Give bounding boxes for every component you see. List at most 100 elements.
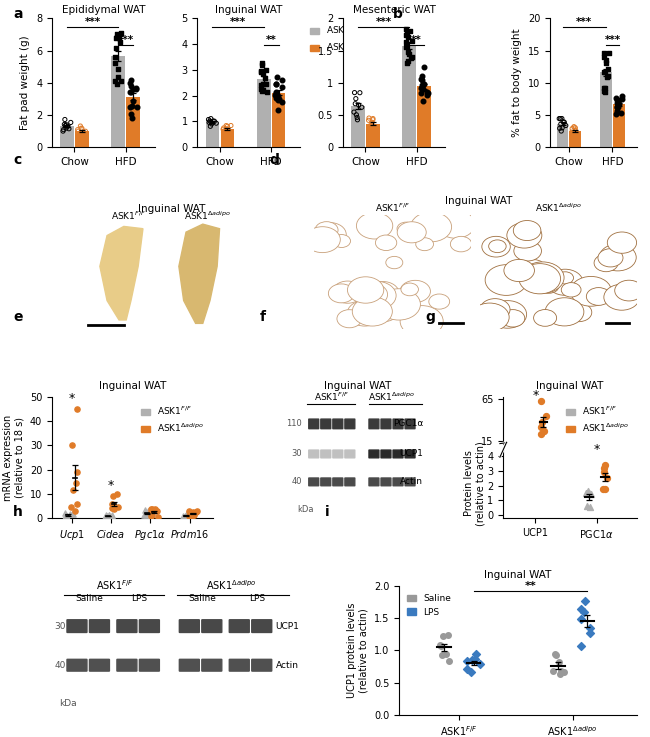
Point <box>559 116 569 128</box>
Text: kDa: kDa <box>60 699 77 708</box>
Circle shape <box>376 235 396 251</box>
Point <box>125 85 136 97</box>
Point <box>125 77 135 89</box>
Point <box>112 71 123 83</box>
Point <box>567 122 577 134</box>
Point <box>142 506 153 517</box>
Point <box>107 502 118 514</box>
Point <box>560 119 571 131</box>
Circle shape <box>480 298 510 321</box>
Point <box>523 447 533 459</box>
Point <box>182 507 192 519</box>
Point <box>116 75 126 87</box>
Point <box>204 116 214 128</box>
Text: LPS: LPS <box>131 594 148 603</box>
Point <box>257 59 268 71</box>
Text: LPS: LPS <box>249 594 265 603</box>
Y-axis label: Protein levels
(relative to actin): Protein levels (relative to actin) <box>464 441 486 525</box>
Point <box>525 447 535 459</box>
FancyBboxPatch shape <box>117 620 137 632</box>
Point <box>62 511 72 523</box>
Text: *: * <box>68 392 75 405</box>
Point <box>146 510 156 522</box>
Point <box>146 506 156 518</box>
Point <box>125 108 136 120</box>
Text: ***: *** <box>118 35 134 45</box>
Circle shape <box>337 310 362 328</box>
Circle shape <box>566 303 592 321</box>
Point <box>127 83 138 95</box>
Point <box>113 500 124 512</box>
Point <box>578 606 589 618</box>
Legend: ASK1$^{F/F}$, ASK1$^{Δadipo}$: ASK1$^{F/F}$, ASK1$^{Δadipo}$ <box>137 402 208 438</box>
FancyBboxPatch shape <box>333 450 343 458</box>
Circle shape <box>545 298 584 326</box>
Point <box>218 122 229 134</box>
Point <box>60 113 70 125</box>
FancyBboxPatch shape <box>381 419 391 429</box>
FancyBboxPatch shape <box>369 419 379 429</box>
Point <box>556 125 566 137</box>
Circle shape <box>397 222 415 235</box>
FancyBboxPatch shape <box>345 478 355 486</box>
Point <box>417 74 427 86</box>
Point <box>584 626 595 638</box>
Text: ***: *** <box>577 17 592 27</box>
Point <box>272 71 282 83</box>
Bar <box>366 124 380 147</box>
Point <box>471 648 482 660</box>
Point <box>70 505 80 517</box>
Legend: Saline, LPS: Saline, LPS <box>404 590 455 621</box>
Point <box>222 123 232 135</box>
Point <box>208 115 218 127</box>
Point <box>178 510 188 522</box>
Circle shape <box>357 283 387 306</box>
Point <box>60 119 71 131</box>
FancyBboxPatch shape <box>405 419 415 429</box>
Circle shape <box>332 281 363 303</box>
Point <box>599 51 610 63</box>
Legend: ASK1$^{F/F}$, ASK1$^{Δadipo}$: ASK1$^{F/F}$, ASK1$^{Δadipo}$ <box>307 21 377 57</box>
Point <box>444 655 454 667</box>
Point <box>77 128 87 139</box>
Point <box>226 119 236 131</box>
Point <box>109 491 119 503</box>
Circle shape <box>489 301 526 328</box>
Circle shape <box>485 265 527 296</box>
Point <box>277 82 287 94</box>
Point <box>575 612 586 624</box>
FancyBboxPatch shape <box>117 660 137 671</box>
Point <box>261 78 272 90</box>
Point <box>272 104 283 116</box>
Circle shape <box>521 262 564 293</box>
Circle shape <box>547 269 583 296</box>
Text: PGC1α: PGC1α <box>393 419 423 428</box>
Point <box>72 403 83 415</box>
Point <box>556 665 566 677</box>
FancyBboxPatch shape <box>321 478 331 486</box>
Bar <box>417 86 431 147</box>
Text: 40: 40 <box>55 660 66 670</box>
Point <box>186 511 196 523</box>
Point <box>114 32 124 44</box>
Point <box>349 87 359 99</box>
Point <box>272 94 283 106</box>
Point <box>616 94 627 105</box>
Point <box>140 505 151 517</box>
Point <box>110 51 120 63</box>
Circle shape <box>561 282 581 297</box>
Point <box>567 128 577 140</box>
Point <box>218 127 229 139</box>
Circle shape <box>401 283 419 296</box>
Point <box>107 509 117 521</box>
Circle shape <box>539 279 559 293</box>
Circle shape <box>436 210 475 238</box>
Point <box>205 120 216 132</box>
Point <box>569 128 580 140</box>
Point <box>111 42 122 54</box>
Point <box>352 111 362 123</box>
Point <box>612 97 622 109</box>
Point <box>60 509 71 521</box>
Point <box>277 74 287 85</box>
Point <box>613 97 623 108</box>
